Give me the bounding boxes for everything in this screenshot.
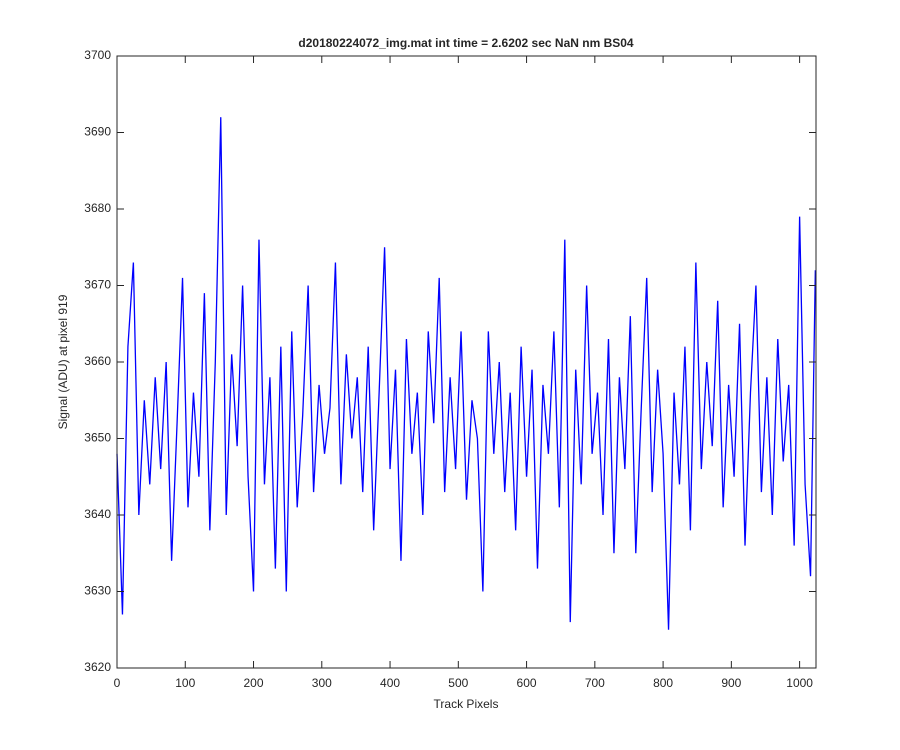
y-tick-label: 3690 <box>84 125 111 139</box>
x-tick-label: 400 <box>380 676 400 690</box>
y-tick-label: 3700 <box>84 48 111 62</box>
data-line <box>116 117 816 630</box>
y-tick-label: 3640 <box>84 507 111 521</box>
x-tick-label: 600 <box>517 676 537 690</box>
y-axis-label: Signal (ADU) at pixel 919 <box>56 294 70 429</box>
chart-title: d20180224072_img.mat int time = 2.6202 s… <box>298 36 634 50</box>
x-tick-label: 800 <box>653 676 673 690</box>
y-tick-label: 3620 <box>84 660 111 674</box>
y-tick-label: 3630 <box>84 584 111 598</box>
x-tick-label: 200 <box>244 676 264 690</box>
x-tick-label: 300 <box>312 676 332 690</box>
y-tick-label: 3680 <box>84 201 111 215</box>
x-tick-label: 1000 <box>786 676 813 690</box>
x-tick-label: 700 <box>585 676 605 690</box>
x-tick-label: 900 <box>721 676 741 690</box>
y-tick-label: 3670 <box>84 278 111 292</box>
x-axis-label: Track Pixels <box>434 697 499 711</box>
x-tick-label: 500 <box>448 676 468 690</box>
x-tick-label: 100 <box>175 676 195 690</box>
x-tick-label: 0 <box>114 676 121 690</box>
y-tick-label: 3650 <box>84 431 111 445</box>
y-tick-label: 3660 <box>84 354 111 368</box>
